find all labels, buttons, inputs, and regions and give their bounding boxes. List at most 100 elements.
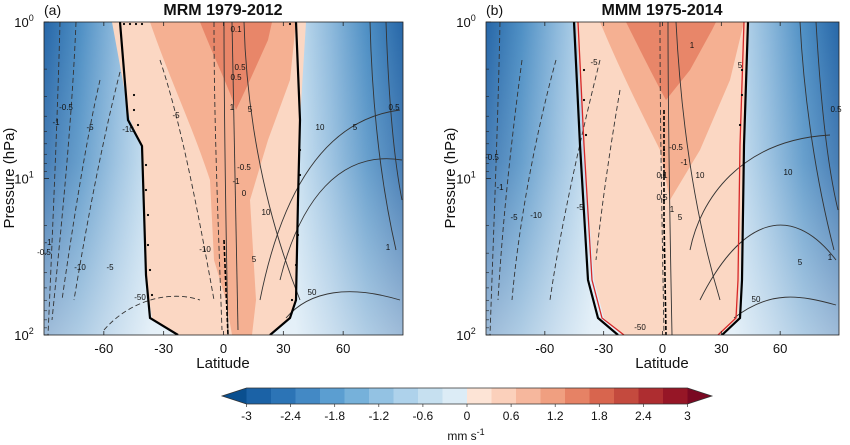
contour-label: -5 — [86, 123, 94, 132]
x-tick-label: -60 — [535, 341, 554, 356]
colorbar-unit: mm s-1 — [447, 427, 484, 443]
contour-label: 0.5 — [656, 193, 668, 202]
contour-label: -1 — [44, 238, 52, 247]
y-tick-label: 102 — [456, 326, 475, 343]
contour-label: -5 — [172, 111, 180, 120]
colorbar-tick-label: 0 — [464, 409, 471, 423]
colorbar-segment — [320, 388, 345, 404]
panel-a: -0.5-1-5 -10-5-10-5-1-0.5-10-500.10.510.5… — [1, 2, 404, 372]
contour-label: 50 — [308, 288, 317, 297]
contour-label: -1 — [680, 158, 688, 167]
colorbar-high-arrow — [687, 388, 712, 404]
colorbar-tick-label: 3 — [684, 409, 691, 423]
contour-label: -0.5 — [485, 153, 499, 162]
contour-label: -10 — [530, 211, 542, 220]
panel-b-y-axis-label: Pressure (hPa) — [442, 128, 459, 229]
y-tick-label: 102 — [14, 326, 33, 343]
colorbar-segment — [344, 388, 370, 404]
contour-label: 10 — [262, 208, 271, 217]
colorbar-tick-label: -1.8 — [324, 409, 345, 423]
contour-label: 0.5 — [234, 63, 246, 72]
panel-b-positive-max — [626, 22, 716, 100]
colorbar-low-arrow — [222, 388, 247, 404]
x-tick-label: 0 — [659, 341, 666, 356]
colorbar-tick-label: 1.8 — [591, 409, 608, 423]
colorbar-ticks: -3 -2.4 -1.8 -1.2 -0.6 0 0.6 1.2 1.8 2.4 3 — [241, 404, 691, 423]
contour-label: -0.5 — [37, 248, 51, 257]
colorbar-segment — [295, 388, 321, 404]
contour-label: 1 — [690, 41, 695, 50]
contour-label: 0.1 — [656, 171, 668, 180]
panel-b-red-line-left — [577, 22, 625, 335]
panel-a-positive-max — [200, 22, 272, 110]
contour-label: -5 — [576, 203, 584, 212]
panel-a-title: MRM 1979-2012 — [163, 2, 282, 19]
panel-b-zero-line-center — [663, 110, 667, 335]
panel-a-zero-line-center — [223, 239, 229, 335]
contour-label: -5 — [106, 263, 114, 272]
contour-label: 5 — [798, 258, 803, 267]
contour-label: 10 — [784, 168, 793, 177]
panel-b-zero-line-left — [572, 22, 619, 335]
contour-label: 10 — [696, 171, 705, 180]
contour-label: 0 — [242, 189, 247, 198]
colorbar — [220, 387, 714, 405]
colorbar-segment — [271, 388, 296, 404]
contour-label: 1 — [828, 253, 833, 262]
contour-label: -1 — [496, 183, 504, 192]
panel-a-label: (a) — [44, 2, 61, 18]
x-tick-label: -30 — [154, 341, 173, 356]
colorbar-segment — [663, 388, 688, 404]
colorbar-segment — [565, 388, 590, 404]
colorbar-tick-label: 0.6 — [503, 409, 520, 423]
colorbar-segment — [638, 388, 664, 404]
panel-b-x-axis-label: Latitude — [635, 355, 688, 372]
contour-label: 5 — [353, 123, 358, 132]
contour-label: 5 — [248, 105, 253, 114]
panel-a-y-axis-label: Pressure (hPa) — [1, 128, 18, 229]
panel-a-positive-core — [150, 22, 296, 335]
y-tick-label: 101 — [14, 170, 33, 187]
contour-label: -0.5 — [669, 143, 683, 152]
y-tick-base: 10 — [14, 172, 28, 187]
contour-label: -50 — [634, 323, 646, 332]
colorbar-segment — [589, 388, 615, 404]
contour-label: -10 — [199, 245, 211, 254]
colorbar-segment — [467, 388, 492, 404]
y-tick-base: 10 — [14, 15, 28, 30]
colorbar-tick-label: -0.6 — [413, 409, 434, 423]
x-tick-label: 60 — [336, 341, 350, 356]
contour-label: -0.5 — [237, 163, 251, 172]
colorbar-tick-label: -1.2 — [368, 409, 389, 423]
x-tick-label: 30 — [714, 341, 728, 356]
colorbar-tick-label: 2.4 — [635, 409, 652, 423]
contour-label: 5 — [252, 255, 257, 264]
y-tick-exponent: 2 — [29, 326, 34, 336]
panel-a-zero-line-left — [118, 22, 179, 335]
contour-label: -50 — [134, 293, 146, 302]
contour-label: -10 — [122, 125, 134, 134]
y-tick-label: 100 — [456, 13, 475, 30]
colorbar-segment — [393, 388, 419, 404]
panel-b-contour-labels: -5-0.5-1-5 -10-5-501510510.510550-0.5-10.… — [485, 41, 842, 332]
contour-label: -0.5 — [59, 103, 73, 112]
contour-label: 50 — [752, 295, 761, 304]
contour-label: 0.5 — [830, 105, 842, 114]
x-tick-label: 30 — [276, 341, 290, 356]
y-tick-label: 100 — [14, 13, 33, 30]
contour-label: 5 — [738, 61, 743, 70]
contour-label: 1 — [670, 205, 675, 214]
panel-b-label: (b) — [486, 2, 503, 18]
colorbar-segment — [540, 388, 566, 404]
y-tick-base: 10 — [456, 15, 470, 30]
contour-label: -10 — [74, 263, 86, 272]
colorbar-segment — [614, 388, 639, 404]
colorbar-segment — [369, 388, 394, 404]
contour-label: 0.5 — [388, 103, 400, 112]
contour-label: -1 — [232, 177, 240, 186]
y-tick-exponent: 1 — [471, 170, 476, 180]
contour-label: 0.1 — [230, 25, 242, 34]
panel-b-title: MMM 1975-2014 — [602, 2, 723, 19]
